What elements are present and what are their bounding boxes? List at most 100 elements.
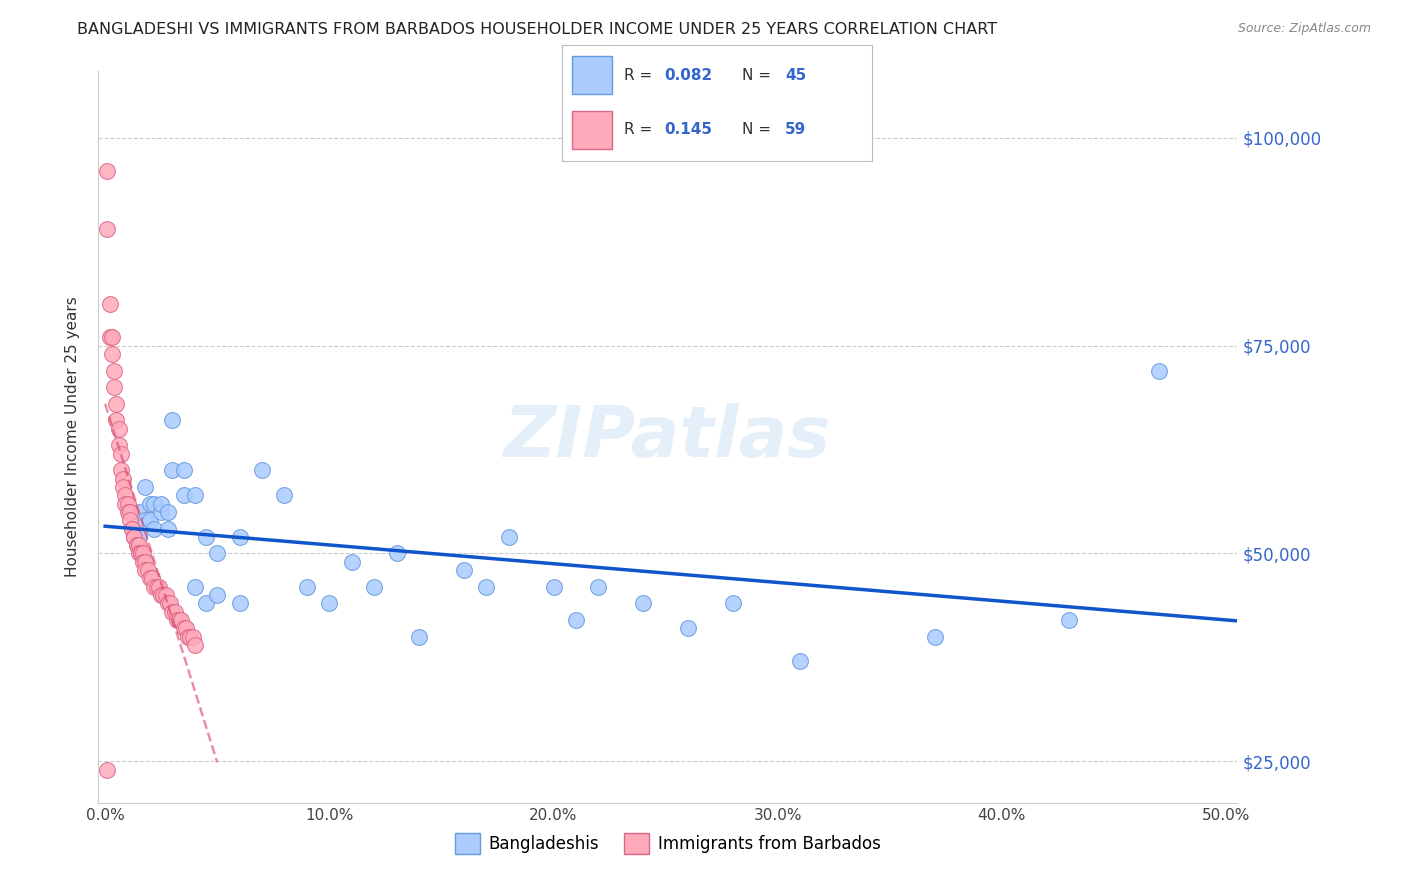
Text: N =: N = [742,69,776,84]
Point [132,546,155,560]
Point [143,497,166,511]
Point [150,497,173,511]
Point [152,588,174,602]
FancyBboxPatch shape [572,56,612,95]
Text: 45: 45 [785,69,807,84]
Point [228,530,250,544]
Point [1147,363,1170,377]
Point [177,630,200,644]
Point [132,555,155,569]
Point [385,546,408,560]
Point [134,555,156,569]
Point [124,530,146,544]
Point [498,530,520,544]
Point [543,580,565,594]
Point [162,605,184,619]
Point [124,530,146,544]
Point [295,580,318,594]
Point [128,538,150,552]
Point [184,638,207,652]
Point [924,630,946,644]
Point [676,621,699,635]
Point [136,563,159,577]
Point [250,463,273,477]
Point [173,463,195,477]
Point [117,505,139,519]
Point [118,513,141,527]
Text: Source: ZipAtlas.com: Source: ZipAtlas.com [1237,22,1371,36]
Point [145,580,167,594]
Text: 0.145: 0.145 [665,121,713,136]
Point [96,164,118,178]
Point [134,480,156,494]
Text: 59: 59 [785,121,807,136]
Point [98,297,121,311]
Point [134,563,156,577]
Point [139,513,162,527]
Point [128,546,150,560]
Point [721,596,744,610]
Point [112,472,135,486]
Point [631,596,654,610]
Point [273,488,295,502]
Point [121,521,143,535]
Point [129,546,152,560]
Point [150,588,173,602]
Point [155,588,177,602]
Point [789,655,811,669]
FancyBboxPatch shape [572,111,612,149]
Point [101,347,124,361]
Point [103,380,125,394]
Point [139,497,162,511]
Point [318,596,340,610]
Point [128,530,150,544]
Point [156,505,179,519]
Point [162,463,184,477]
Point [174,621,197,635]
Point [125,538,148,552]
Legend: Bangladeshis, Immigrants from Barbados: Bangladeshis, Immigrants from Barbados [449,827,887,860]
Point [588,580,610,594]
Point [179,630,201,644]
Point [170,613,193,627]
Point [103,363,125,377]
Point [96,222,118,236]
Point [141,571,163,585]
Point [408,630,430,644]
Point [105,397,128,411]
Point [475,580,498,594]
Point [150,505,173,519]
Point [166,613,188,627]
Point [101,330,124,344]
Point [128,505,150,519]
Point [207,588,229,602]
Point [340,555,363,569]
Point [107,438,129,452]
Point [565,613,588,627]
Point [105,413,128,427]
Point [110,447,132,461]
Point [228,596,250,610]
Point [156,596,179,610]
Text: R =: R = [624,69,658,84]
Text: R =: R = [624,121,658,136]
Point [139,571,162,585]
Point [184,488,207,502]
Point [163,605,186,619]
Text: 0.082: 0.082 [665,69,713,84]
Point [98,330,121,344]
Point [143,580,166,594]
Point [112,480,135,494]
Point [195,596,218,610]
Text: ZIPatlas: ZIPatlas [505,402,831,472]
Point [110,463,132,477]
Point [181,630,204,644]
Point [129,546,152,560]
Point [114,497,136,511]
Point [195,530,218,544]
Text: N =: N = [742,121,776,136]
Point [363,580,385,594]
Point [134,513,156,527]
Point [167,613,190,627]
Point [125,538,148,552]
